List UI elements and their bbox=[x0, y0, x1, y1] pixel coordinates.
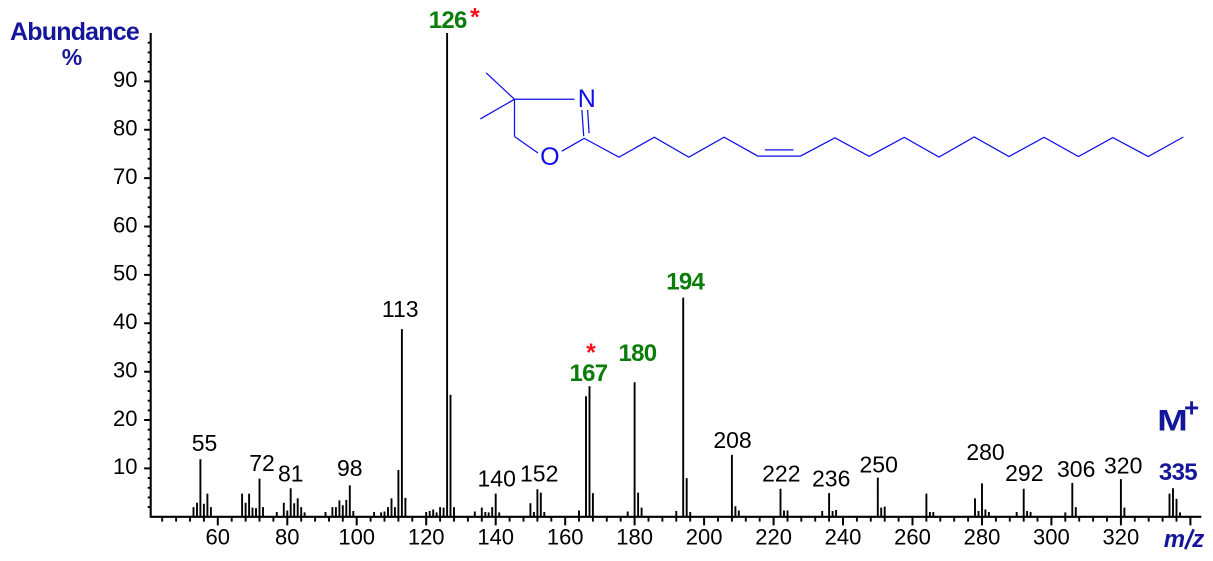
svg-text:280: 280 bbox=[964, 525, 1001, 550]
svg-text:72: 72 bbox=[249, 450, 275, 476]
svg-text:200: 200 bbox=[686, 525, 723, 550]
svg-text:320: 320 bbox=[1103, 525, 1140, 550]
svg-text:40: 40 bbox=[113, 309, 137, 334]
svg-text:100: 100 bbox=[338, 525, 375, 550]
svg-text:80: 80 bbox=[275, 525, 299, 550]
svg-text:180: 180 bbox=[619, 340, 657, 367]
svg-text:300: 300 bbox=[1033, 525, 1070, 550]
svg-text:236: 236 bbox=[812, 465, 850, 491]
svg-text:N: N bbox=[578, 85, 596, 113]
svg-text:60: 60 bbox=[113, 212, 137, 237]
svg-text:113: 113 bbox=[382, 296, 419, 322]
svg-text:M: M bbox=[1157, 405, 1188, 438]
svg-text:180: 180 bbox=[616, 525, 653, 550]
svg-text:%: % bbox=[62, 44, 82, 70]
svg-text:280: 280 bbox=[966, 439, 1004, 465]
svg-text:*: * bbox=[586, 339, 596, 367]
svg-text:335: 335 bbox=[1159, 459, 1197, 486]
svg-text:126: 126 bbox=[429, 7, 467, 34]
svg-text:20: 20 bbox=[113, 406, 137, 431]
svg-text:240: 240 bbox=[825, 525, 862, 550]
svg-text:O: O bbox=[540, 143, 559, 171]
svg-text:m: m bbox=[1164, 526, 1185, 553]
svg-text:152: 152 bbox=[520, 461, 558, 487]
svg-text:70: 70 bbox=[113, 164, 137, 189]
svg-text:10: 10 bbox=[113, 454, 137, 479]
svg-text:z: z bbox=[1191, 526, 1204, 553]
svg-text:30: 30 bbox=[113, 358, 137, 383]
svg-text:Abundance: Abundance bbox=[10, 18, 140, 46]
svg-text:140: 140 bbox=[477, 525, 514, 550]
svg-text:50: 50 bbox=[113, 261, 137, 286]
svg-text:250: 250 bbox=[860, 452, 898, 478]
svg-text:+: + bbox=[1184, 393, 1199, 423]
svg-text:320: 320 bbox=[1104, 453, 1142, 479]
svg-text:81: 81 bbox=[278, 460, 304, 486]
svg-text:80: 80 bbox=[113, 116, 137, 141]
svg-text:167: 167 bbox=[570, 360, 608, 387]
svg-text:194: 194 bbox=[666, 268, 705, 295]
svg-text:98: 98 bbox=[337, 455, 363, 481]
svg-text:90: 90 bbox=[113, 67, 137, 92]
svg-text:222: 222 bbox=[762, 460, 800, 486]
svg-text:160: 160 bbox=[547, 525, 584, 550]
svg-text:292: 292 bbox=[1005, 460, 1043, 486]
svg-text:*: * bbox=[470, 3, 480, 31]
svg-text:208: 208 bbox=[713, 427, 751, 453]
svg-text:220: 220 bbox=[755, 525, 792, 550]
svg-text:260: 260 bbox=[894, 525, 931, 550]
svg-text:306: 306 bbox=[1057, 456, 1095, 482]
svg-text:140: 140 bbox=[478, 465, 516, 491]
svg-text:120: 120 bbox=[408, 525, 445, 550]
svg-text:60: 60 bbox=[206, 525, 230, 550]
svg-text:55: 55 bbox=[192, 430, 218, 456]
